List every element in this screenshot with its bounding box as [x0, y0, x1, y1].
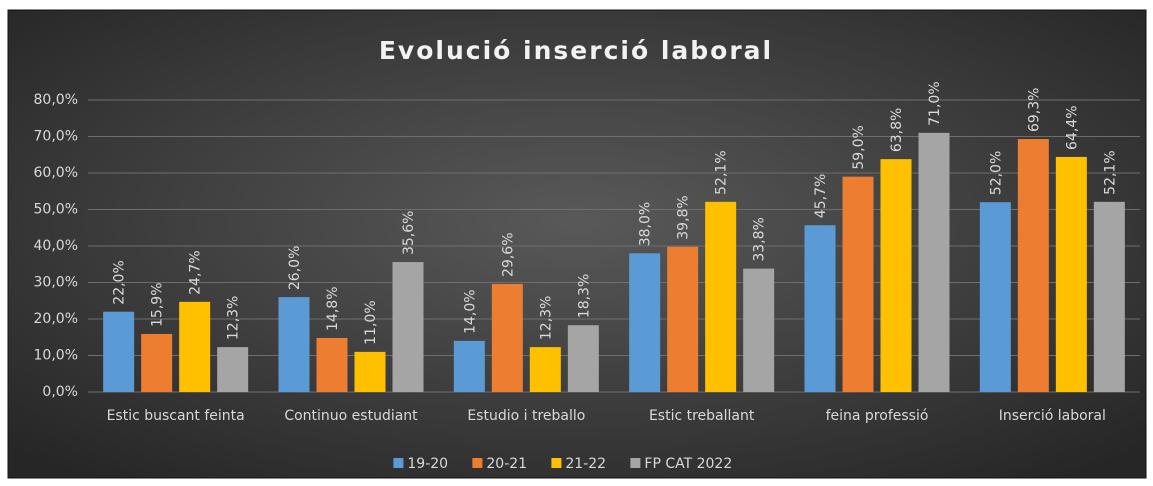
data-label: 11,0%: [363, 300, 379, 344]
chart-title: Evolució inserció laboral: [379, 36, 773, 65]
data-label: 12,3%: [538, 296, 554, 340]
data-label: 12,3%: [226, 296, 242, 340]
bar: [1093, 201, 1125, 392]
x-tick-label: Estic buscant feinta: [107, 408, 245, 424]
bar: [1017, 139, 1049, 392]
bar: [743, 268, 775, 392]
legend-label: 19-20: [407, 456, 448, 472]
y-tick-label: 50,0%: [34, 202, 78, 218]
bar: [804, 225, 836, 392]
bar: [217, 347, 249, 392]
data-label: 63,8%: [889, 108, 905, 152]
y-tick-label: 40,0%: [34, 238, 78, 254]
data-label: 26,0%: [287, 246, 303, 290]
y-tick-label: 30,0%: [34, 275, 78, 291]
x-tick-label: Continuo estudiant: [284, 408, 418, 424]
legend-swatch: [472, 458, 483, 468]
bar: [918, 132, 950, 392]
bar: [629, 253, 661, 392]
y-tick-label: 70,0%: [34, 129, 78, 145]
data-label: 69,3%: [1026, 88, 1042, 132]
bar: [453, 340, 485, 392]
legend-swatch: [393, 458, 404, 468]
legend-label: 20-21: [486, 456, 527, 472]
bar: [1055, 156, 1087, 392]
data-label: 52,1%: [714, 150, 730, 194]
bar: [316, 337, 348, 392]
data-label: 29,6%: [500, 232, 516, 276]
bar: [354, 351, 386, 392]
data-label: 39,8%: [676, 195, 692, 239]
x-tick-label: Estic treballant: [649, 408, 755, 424]
data-label: 18,3%: [576, 274, 592, 318]
data-label: 15,9%: [150, 282, 166, 326]
bar: [705, 201, 737, 392]
x-tick-label: Inserció laboral: [999, 408, 1106, 424]
bar: [278, 297, 310, 392]
x-tick-label: Estudio i treballo: [467, 408, 585, 424]
bar: [103, 311, 135, 392]
y-tick-label: 60,0%: [34, 165, 78, 181]
bar: [491, 283, 523, 392]
data-label: 71,0%: [927, 81, 943, 125]
y-tick-label: 10,0%: [34, 348, 78, 364]
data-label: 64,4%: [1064, 105, 1080, 149]
data-label: 52,0%: [988, 151, 1004, 195]
legend-label: FP CAT 2022: [644, 456, 732, 472]
y-tick-label: 20,0%: [34, 311, 78, 327]
data-label: 14,0%: [462, 289, 478, 333]
bar: [529, 347, 561, 392]
x-tick-label: feina professió: [826, 408, 929, 424]
data-label: 14,8%: [325, 286, 341, 330]
data-label: 52,1%: [1102, 150, 1118, 194]
bar: [880, 159, 912, 392]
bar: [667, 246, 699, 392]
bar: [842, 176, 874, 392]
data-label: 45,7%: [813, 174, 829, 218]
bar: [141, 333, 173, 392]
data-label: 33,8%: [752, 217, 768, 261]
y-tick-label: 0,0%: [42, 384, 78, 400]
bar: [979, 202, 1011, 392]
data-label: 35,6%: [401, 211, 417, 255]
legend-swatch: [551, 458, 562, 468]
y-tick-label: 80,0%: [34, 92, 78, 108]
bar: [392, 262, 424, 392]
data-label: 59,0%: [851, 125, 867, 169]
data-label: 22,0%: [112, 260, 128, 304]
data-label: 38,0%: [638, 202, 654, 246]
data-label: 24,7%: [188, 250, 204, 294]
legend-label: 21-22: [565, 456, 606, 472]
chart-background: [7, 9, 1147, 479]
bar: [179, 301, 211, 392]
legend-swatch: [630, 458, 641, 468]
bar: [567, 325, 599, 392]
